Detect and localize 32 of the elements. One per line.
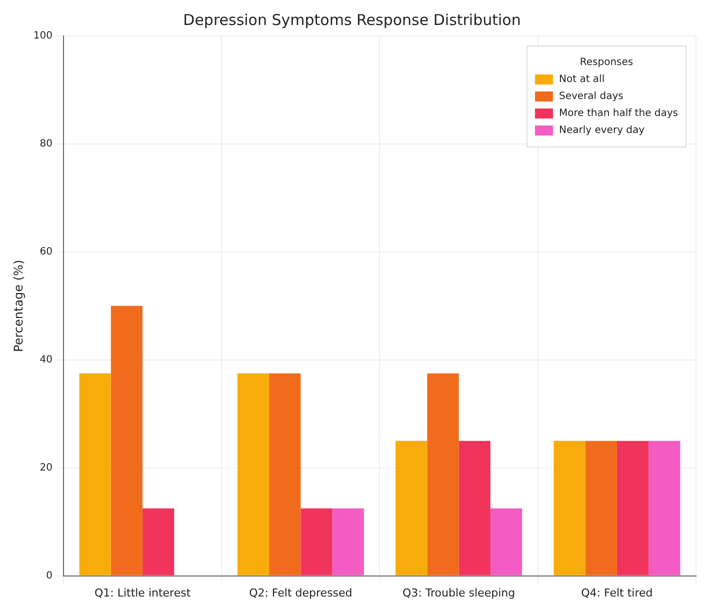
bar	[142, 508, 174, 576]
bar	[110, 306, 143, 576]
y-tick-label: 0	[46, 570, 52, 582]
x-tick-label: Q3: Trouble sleeping	[402, 586, 516, 600]
bar	[269, 373, 301, 576]
bar	[585, 440, 617, 576]
bar	[554, 440, 586, 576]
bar	[458, 440, 490, 576]
x-tick-label: Q1: Little interest	[94, 586, 192, 600]
bar	[616, 440, 649, 576]
y-tick-label: 40	[40, 354, 52, 366]
legend-label: Several days	[558, 91, 624, 102]
bar	[332, 508, 364, 576]
x-tick-label: Q4: Felt tired	[581, 586, 653, 600]
legend-label: More than half the days	[558, 108, 678, 120]
x-tick-label: Q2: Felt depressed	[249, 586, 352, 600]
bar	[79, 373, 111, 576]
y-tick-label: 60	[40, 246, 52, 258]
bar	[490, 508, 522, 576]
legend-label: Not at all	[558, 74, 605, 86]
legend-label: Nearly every day	[558, 125, 645, 136]
chart-title: Depression Symptoms Response Distribution	[183, 10, 521, 29]
y-axis-title: Percentage (%)	[11, 260, 26, 352]
bar	[427, 373, 459, 576]
bar	[396, 440, 428, 576]
y-tick-label: 100	[33, 30, 52, 42]
y-tick-label: 20	[40, 462, 52, 474]
bar	[237, 373, 270, 576]
legend-title: Responses	[580, 57, 634, 68]
bar	[648, 440, 680, 576]
y-tick-label: 80	[40, 138, 52, 150]
bar	[300, 508, 332, 576]
